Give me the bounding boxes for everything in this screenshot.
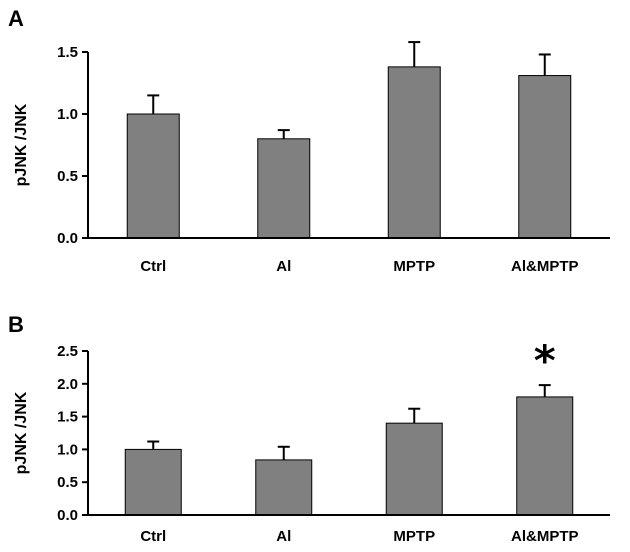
y-tick-label: 2.5 [57, 343, 78, 360]
y-tick-label: 1.5 [57, 409, 78, 426]
panel-label: B [8, 312, 24, 337]
bar-al [257, 138, 311, 239]
y-axis-title: pJNK /JNK [13, 103, 30, 186]
bar-ctrl [126, 113, 180, 239]
y-tick-label: 0.0 [57, 230, 78, 247]
y-ticks: 0.0 0.5 1.0 1.5 2.0 2.5 [57, 343, 88, 524]
x-categories: Ctrl Al MPTP Al&MPTP [140, 528, 578, 545]
y-axis-title: pJNK /JNK [13, 391, 30, 474]
panel-b: B pJNK /JNK 0.0 0.5 1.0 1.5 2.0 2.5 Ctrl Al MPT… [8, 312, 610, 545]
y-tick-label: 0.0 [57, 507, 78, 524]
bars [124, 384, 574, 516]
bar-mptp [385, 422, 443, 516]
bars [126, 41, 572, 239]
panel-label: A [8, 6, 24, 31]
x-category-label: MPTP [393, 528, 435, 545]
bar-al [255, 459, 313, 516]
x-category-label: MPTP [393, 258, 435, 275]
y-tick-label: 1.0 [57, 441, 78, 458]
y-tick-label: 1.5 [57, 44, 78, 61]
y-tick-label: 0.5 [57, 474, 78, 491]
x-category-label: Al [276, 258, 291, 275]
x-category-label: Ctrl [140, 528, 166, 545]
y-tick-label: 1.0 [57, 106, 78, 123]
x-category-label: Ctrl [140, 258, 166, 275]
bar-ctrl [124, 448, 182, 516]
y-tick-label: 2.0 [57, 376, 78, 393]
x-category-label: Al&MPTP [511, 258, 579, 275]
annotations: * [534, 336, 556, 385]
x-category-label: Al [276, 528, 291, 545]
y-tick-label: 0.5 [57, 168, 78, 185]
x-categories: Ctrl Al MPTP Al&MPTP [140, 258, 578, 275]
y-ticks: 0.0 0.5 1.0 1.5 [57, 44, 88, 247]
panel-a: A pJNK /JNK 0.0 0.5 1.0 1.5 Ctrl Al MPTP Al&MP… [8, 6, 610, 275]
bar-mptp [387, 66, 441, 239]
bar-al-mptp [516, 396, 574, 516]
x-category-label: Al&MPTP [511, 528, 579, 545]
significance-marker: * [534, 336, 556, 385]
bar-al-mptp [518, 75, 572, 239]
